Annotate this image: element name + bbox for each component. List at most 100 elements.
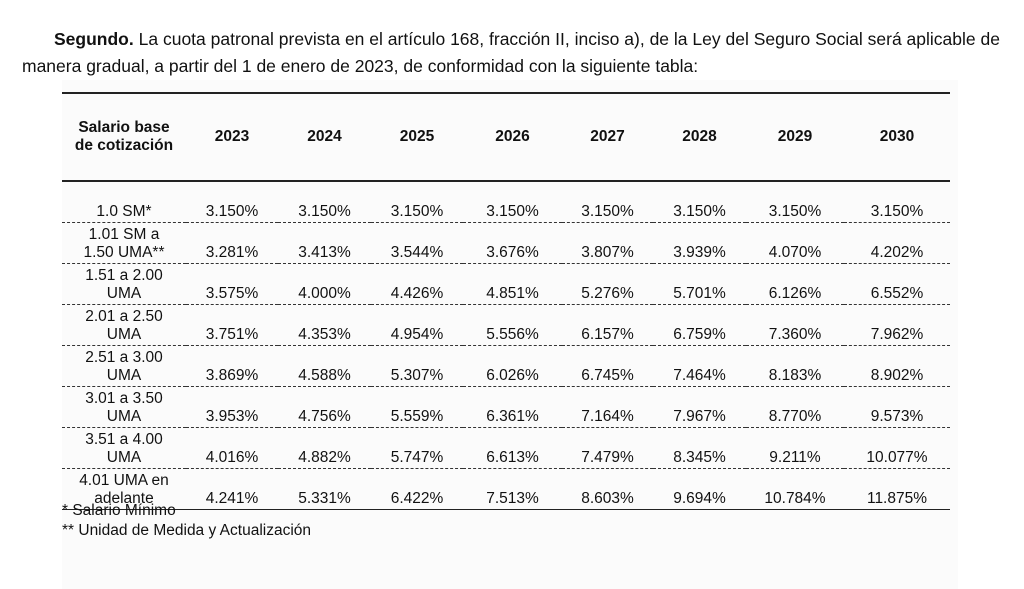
cell: 3.150% (463, 181, 562, 223)
row-label-text: 2.01 a 2.50 UMA (85, 308, 163, 343)
cell: 3.150% (186, 181, 278, 223)
row-label-text: 3.51 a 4.00 UMA (85, 431, 163, 466)
cell: 10.077% (844, 427, 950, 469)
cell: 6.361% (463, 386, 562, 428)
header-cell: Salario base de cotización (62, 93, 186, 182)
header-cell: 2026 (463, 93, 562, 182)
row-label: 2.01 a 2.50 UMA (62, 304, 186, 346)
cell: 8.770% (746, 386, 844, 428)
table-row: 1.51 a 2.00 UMA 3.575% 4.000% 4.426% 4.851% 5… (62, 263, 950, 305)
cell: 3.939% (653, 222, 746, 264)
header-cell: 2028 (653, 93, 746, 182)
cell: 4.588% (278, 345, 371, 387)
row-label-text: 1.01 SM a 1.50 UMA** (83, 226, 165, 261)
cell: 8.183% (746, 345, 844, 387)
cell: 7.479% (562, 427, 653, 469)
footnote: * Salario Mínimo (62, 502, 176, 519)
cell: 6.422% (371, 468, 463, 510)
cell: 6.157% (562, 304, 653, 346)
cell: 5.331% (278, 468, 371, 510)
cell: 7.513% (463, 468, 562, 510)
cell: 10.784% (746, 468, 844, 510)
cell: 9.211% (746, 427, 844, 469)
table-row: 1.01 SM a 1.50 UMA** 3.281% 3.413% 3.544% 3.… (62, 222, 950, 264)
cell: 4.882% (278, 427, 371, 469)
cell: 7.967% (653, 386, 746, 428)
table: Salario base de cotización 2023 2024 2025 20… (62, 92, 950, 510)
cell: 5.701% (653, 263, 746, 305)
cell: 6.126% (746, 263, 844, 305)
cell: 3.544% (371, 222, 463, 264)
cell: 4.070% (746, 222, 844, 264)
cell: 4.016% (186, 427, 278, 469)
cell: 3.413% (278, 222, 371, 264)
cell: 7.164% (562, 386, 653, 428)
cell: 6.613% (463, 427, 562, 469)
row-label: 3.51 a 4.00 UMA (62, 427, 186, 469)
cell: 5.307% (371, 345, 463, 387)
header-row: Salario base de cotización 2023 2024 2025 20… (62, 93, 950, 182)
cell: 8.603% (562, 468, 653, 510)
cell: 3.281% (186, 222, 278, 264)
cell: 3.807% (562, 222, 653, 264)
table-row: 1.0 SM* 3.150% 3.150% 3.150% 3.150% 3.150% 3.1… (62, 181, 950, 223)
cell: 3.150% (653, 181, 746, 223)
cell: 4.756% (278, 386, 371, 428)
cell: 5.276% (562, 263, 653, 305)
cell: 3.869% (186, 345, 278, 387)
cell: 3.676% (463, 222, 562, 264)
row-label: 1.51 a 2.00 UMA (62, 263, 186, 305)
cell: 3.953% (186, 386, 278, 428)
cell: 3.150% (844, 181, 950, 223)
paragraph: Segundo. La cuota patronal prevista en e… (22, 26, 1000, 80)
cell: 3.751% (186, 304, 278, 346)
header-label: Salario base de cotización (74, 119, 174, 154)
cell: 3.150% (371, 181, 463, 223)
cell: 5.556% (463, 304, 562, 346)
header-cell: 2023 (186, 93, 278, 182)
cell: 3.150% (278, 181, 371, 223)
cell: 7.962% (844, 304, 950, 346)
table-row: 2.51 a 3.00 UMA 3.869% 4.588% 5.307% 6.026% 6… (62, 345, 950, 387)
cell: 4.954% (371, 304, 463, 346)
cell: 7.464% (653, 345, 746, 387)
cell: 9.573% (844, 386, 950, 428)
row-label-text: 1.0 SM* (96, 203, 152, 220)
cell: 4.426% (371, 263, 463, 305)
cell: 4.202% (844, 222, 950, 264)
row-label: 2.51 a 3.00 UMA (62, 345, 186, 387)
paragraph-text: La cuota patronal prevista en el artícul… (22, 28, 1000, 76)
footnote: ** Unidad de Medida y Actualización (62, 522, 312, 539)
cell: 3.150% (562, 181, 653, 223)
cell: 8.902% (844, 345, 950, 387)
cell: 6.759% (653, 304, 746, 346)
header-cell: 2029 (746, 93, 844, 182)
row-label-text: 1.51 a 2.00 UMA (85, 267, 163, 302)
cell: 6.552% (844, 263, 950, 305)
cell: 3.575% (186, 263, 278, 305)
cell: 5.747% (371, 427, 463, 469)
header-cell: 2025 (371, 93, 463, 182)
table-row: 3.01 a 3.50 UMA 3.953% 4.756% 5.559% 6.361% 7… (62, 386, 950, 428)
table-row: 2.01 a 2.50 UMA 3.751% 4.353% 4.954% 5.556% 6… (62, 304, 950, 346)
cell: 4.241% (186, 468, 278, 510)
cell: 4.353% (278, 304, 371, 346)
cell: 5.559% (371, 386, 463, 428)
cell: 6.745% (562, 345, 653, 387)
header-cell: 2030 (844, 93, 950, 182)
cell: 3.150% (746, 181, 844, 223)
cell: 8.345% (653, 427, 746, 469)
row-label: 1.0 SM* (62, 181, 186, 223)
table-row: 3.51 a 4.00 UMA 4.016% 4.882% 5.747% 6.613% 7… (62, 427, 950, 469)
table-row: 4.01 UMA en adelante 4.241% 5.331% 6.422% 7.… (62, 468, 950, 510)
header-cell: 2024 (278, 93, 371, 182)
cell: 4.000% (278, 263, 371, 305)
row-label: 1.01 SM a 1.50 UMA** (62, 222, 186, 264)
row-label-text: 3.01 a 3.50 UMA (85, 390, 163, 425)
row-label: 4.01 UMA en adelante (62, 468, 186, 510)
row-label: 3.01 a 3.50 UMA (62, 386, 186, 428)
cell: 6.026% (463, 345, 562, 387)
cell: 9.694% (653, 468, 746, 510)
lead: Segundo. (54, 28, 134, 49)
